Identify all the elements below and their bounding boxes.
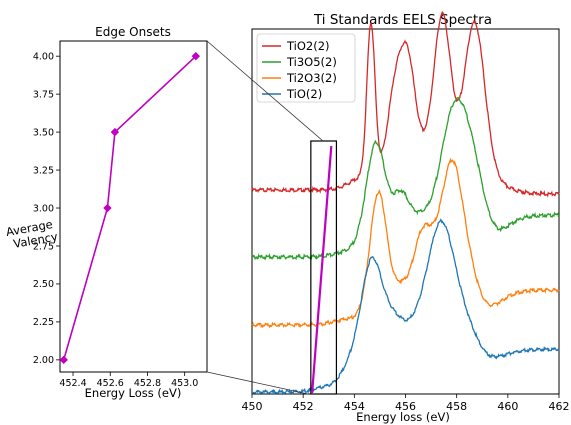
legend-label: Ti3O5(2) <box>286 55 337 69</box>
spectrum-line-2 <box>251 157 560 329</box>
right-x-axis: 450 452 454 456 458 460 462 <box>242 394 570 413</box>
spectrum-line-1 <box>251 96 560 261</box>
left-plot-area <box>59 51 201 365</box>
left-x-axis: 452.4 452.6 452.8 453.0 <box>59 372 198 389</box>
zoom-connector-bottom <box>206 371 309 395</box>
zoom-indicator <box>206 40 324 395</box>
onset-series-line <box>62 55 197 361</box>
onset-point <box>59 355 68 365</box>
right-x-tick-label: 458 <box>446 400 467 413</box>
onset-point <box>103 203 112 213</box>
onset-point <box>191 51 201 61</box>
right-x-tick-label: 452 <box>293 400 314 413</box>
left-x-tick-label: 452.8 <box>134 378 161 389</box>
left-y-tick-label: 3.00 <box>33 203 54 214</box>
right-x-tick-label: 462 <box>549 400 570 413</box>
left-y-tick-label: 2.25 <box>33 317 54 328</box>
right-plot-area <box>251 10 560 396</box>
legend-label: Ti2O3(2) <box>286 71 337 85</box>
left-y-tick-label: 4.00 <box>33 51 54 62</box>
left-y-axis: 2.00 2.25 2.50 2.75 3.00 3.25 3.50 3.75 4.00 <box>33 51 60 366</box>
onset-line <box>311 145 333 394</box>
right-x-axis-label: Energy loss (eV) <box>356 410 450 424</box>
left-y-tick-label: 2.50 <box>33 279 54 290</box>
left-y-tick-label: 3.75 <box>33 89 54 100</box>
edge-onsets-chart: Edge Onsets 2.00 2.25 2.50 2.75 3.00 3.25 3.50… <box>5 25 208 400</box>
legend-box <box>256 33 356 103</box>
zoom-connector-top <box>206 40 324 142</box>
left-y-tick-label: 3.50 <box>33 127 54 138</box>
left-y-tick-label: 2.00 <box>33 355 54 366</box>
left-x-tick-label: 452.4 <box>59 378 86 389</box>
right-x-tick-label: 454 <box>344 400 365 413</box>
left-chart-title: Edge Onsets <box>95 25 171 39</box>
zoom-box <box>310 140 338 395</box>
right-x-tick-label: 450 <box>242 400 263 413</box>
left-x-axis-label: Energy Loss (eV) <box>85 386 182 400</box>
left-x-tick-label: 453.0 <box>171 378 198 389</box>
right-x-tick-label: 460 <box>497 400 518 413</box>
legend: TiO2(2) Ti3O5(2) Ti2O3(2) TiO(2) <box>256 33 356 103</box>
spectrum-line-0 <box>251 10 560 198</box>
eels-spectra-chart: Ti Standards EELS Spectra 450 452 454 456 45… <box>242 10 570 424</box>
right-chart-title: Ti Standards EELS Spectra <box>313 12 492 28</box>
left-y-tick-label: 2.75 <box>33 241 54 252</box>
legend-label: TiO(2) <box>286 87 322 101</box>
spectrum-line-3 <box>251 218 560 396</box>
left-x-tick-label: 452.6 <box>97 378 124 389</box>
legend-label: TiO2(2) <box>286 39 330 53</box>
right-x-tick-label: 456 <box>395 400 416 413</box>
left-y-tick-label: 3.25 <box>33 165 54 176</box>
onset-point <box>110 127 120 137</box>
left-plot-frame <box>59 40 208 373</box>
